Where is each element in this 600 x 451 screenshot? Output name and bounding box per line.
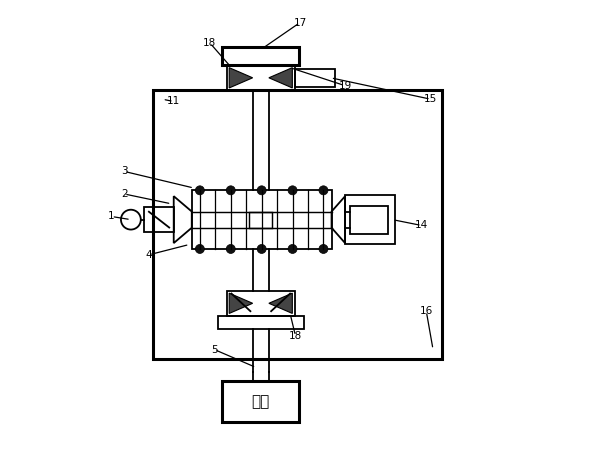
Bar [350, 206, 388, 234]
Polygon shape [269, 293, 292, 313]
Text: 输出: 输出 [251, 394, 270, 409]
Text: 18: 18 [203, 38, 217, 48]
Bar [223, 47, 299, 65]
Text: 1: 1 [108, 212, 115, 221]
Text: 2: 2 [121, 189, 127, 199]
Circle shape [288, 186, 297, 195]
Circle shape [319, 244, 328, 253]
Polygon shape [269, 68, 292, 88]
Circle shape [226, 244, 235, 253]
Bar [227, 291, 295, 316]
Polygon shape [229, 68, 253, 88]
Text: 19: 19 [338, 81, 352, 91]
Circle shape [196, 186, 205, 195]
Text: 4: 4 [146, 250, 152, 260]
Bar [218, 316, 304, 329]
Text: 5: 5 [211, 345, 218, 354]
Bar [145, 207, 174, 232]
Bar [227, 65, 295, 90]
Circle shape [226, 186, 235, 195]
Circle shape [257, 244, 266, 253]
Polygon shape [229, 293, 253, 313]
Text: 17: 17 [293, 18, 307, 28]
Bar [295, 69, 335, 87]
Bar [345, 195, 395, 244]
Circle shape [257, 186, 266, 195]
Text: 15: 15 [424, 94, 437, 104]
Circle shape [288, 244, 297, 253]
Text: 16: 16 [419, 306, 433, 316]
Bar [223, 381, 299, 422]
Bar [250, 212, 272, 228]
Text: 3: 3 [121, 166, 127, 176]
Bar [192, 190, 332, 249]
Circle shape [196, 244, 205, 253]
Text: 11: 11 [167, 97, 181, 106]
Text: 14: 14 [415, 221, 428, 230]
Text: 18: 18 [289, 331, 302, 341]
Bar [154, 90, 442, 359]
Circle shape [319, 186, 328, 195]
